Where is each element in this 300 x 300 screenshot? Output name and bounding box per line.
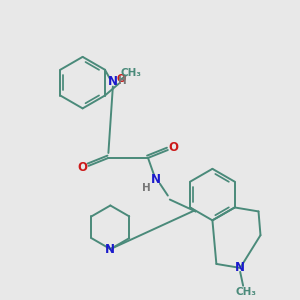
Text: N: N	[151, 173, 161, 186]
Text: O: O	[78, 161, 88, 174]
Text: N: N	[105, 243, 116, 256]
Text: O: O	[116, 74, 125, 84]
Text: H: H	[118, 76, 127, 85]
Text: N: N	[235, 261, 245, 274]
Text: O: O	[169, 140, 179, 154]
Text: CH₃: CH₃	[236, 287, 256, 297]
Text: H: H	[142, 183, 150, 193]
Text: N: N	[108, 75, 118, 88]
Text: CH₃: CH₃	[120, 68, 141, 78]
